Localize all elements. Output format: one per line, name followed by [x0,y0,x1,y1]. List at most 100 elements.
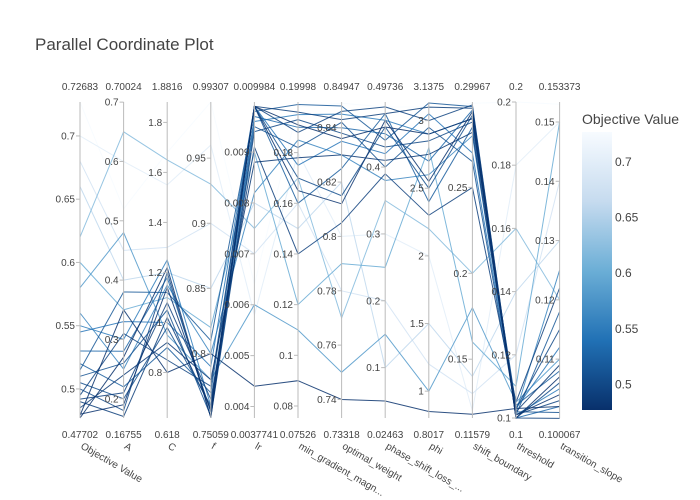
data-line [79,121,560,419]
colorbar-tick-label: 0.55 [615,322,639,336]
axis-tick-label: 0.55 [56,321,76,332]
axis-max-label: 0.153373 [539,82,581,93]
axis-name: Objective Value [79,441,145,485]
axis-tick-label: 0.84 [317,123,337,134]
axis-tick-label: 0.2 [453,269,467,280]
axis-tick-label: 0.82 [317,178,337,189]
axis-tick-label: 0.15 [448,355,468,366]
axis-tick-label: 0.74 [317,395,337,406]
axis-tick-label: 0.1 [497,414,511,425]
axis-tick-label: 0.5 [61,384,75,395]
axis-tick-label: 0.007 [224,249,249,260]
axis-tick-label: 1.6 [148,168,162,179]
axis-tick-label: 0.5 [105,216,119,227]
axis-tick-label: 0.6 [61,258,75,269]
axis-tick-label: 1.8 [148,118,162,129]
axis-tick-label: 0.008 [224,198,249,209]
axis-min-label: 0.75059 [193,430,230,441]
axis-max-label: 0.2 [509,82,523,93]
axis-tick-label: 0.7 [105,98,119,109]
axis-min-label: 0.100067 [539,430,581,441]
axis-tick-label: 1 [418,387,424,398]
axis-name: C [166,441,178,454]
axis-max-label: 0.72683 [62,82,99,93]
axis-tick-label: 0.1 [366,363,380,374]
axis-tick-label: 0.18 [274,148,294,159]
data-line [79,308,560,416]
axis-max-label: 3.1375 [414,82,445,93]
axis-tick-label: 0.15 [535,117,555,128]
axis-tick-label: 0.1 [279,351,293,362]
axis-min-label: 0.8017 [414,430,445,441]
axis-max-label: 0.009984 [234,82,276,93]
data-line [79,131,560,413]
axis-tick-label: 3 [418,116,424,127]
axis-tick-label: 0.12 [535,295,555,306]
data-line [79,121,560,411]
axis-tick-label: 1.2 [148,268,162,279]
axis-tick-label: 0.16 [492,224,512,235]
axis-tick-label: 0.14 [492,287,512,298]
axis-max-label: 0.84947 [324,82,361,93]
axis-name: phase_shift_loss_... [384,441,466,495]
axis-tick-label: 0.4 [105,276,119,287]
axis-tick-label: 0.7 [61,131,75,142]
axis-tick-label: 0.14 [535,177,555,188]
axis-min-label: 0.0037741 [231,430,279,441]
axis-tick-label: 0.8 [148,368,162,379]
axis-tick-label: 0.3 [105,335,119,346]
axis-tick-label: 0.8 [192,349,206,360]
axis-tick-label: 0.12 [492,350,512,361]
axis-tick-label: 0.3 [366,229,380,240]
axis-tick-label: 0.8 [323,232,337,243]
axis-tick-label: 0.009 [224,148,249,159]
axis-name: A [122,441,134,454]
axis-tick-label: 2.5 [410,184,424,195]
axis-tick-label: 0.08 [274,401,294,412]
colorbar-tick-label: 0.65 [615,210,639,224]
colorbar-gradient [582,132,612,410]
axis-max-label: 0.19998 [280,82,317,93]
polylines [79,101,561,420]
axis-min-label: 0.11579 [455,430,491,441]
axis-name: phi [427,441,444,457]
colorbar-title: Objective Value [582,111,679,127]
data-line [79,104,560,416]
axis-tick-label: 1 [157,318,163,329]
axis-tick-label: 2 [418,251,424,262]
axis-tick-label: 0.2 [497,98,511,109]
axis-tick-label: 0.6 [105,157,119,168]
colorbar: Objective Value 0.5 0.55 0.6 0.65 0.7 [582,111,679,410]
data-line [79,131,561,320]
axis-min-label: 0.16755 [106,430,143,441]
axis-tick-label: 0.9 [192,219,206,230]
axis-tick-label: 0.4 [366,163,380,174]
axis-tick-label: 0.13 [535,236,555,247]
axis-tick-label: 0.76 [317,341,337,352]
data-line [79,105,561,410]
axis-tick-label: 0.11 [536,355,555,366]
axis-tick-label: 1.4 [148,218,162,229]
axis-tick-label: 1.5 [410,319,424,330]
axis-max-label: 0.70024 [106,82,143,93]
axis-tick-label: 0.006 [224,300,249,311]
data-line [79,105,560,420]
axis-min-label: 0.618 [155,430,180,441]
axis-tick-label: 0.004 [224,402,249,413]
axis-tick-label: 0.2 [105,394,119,405]
axis-max-label: 1.8816 [152,82,183,93]
axis-tick-label: 0.12 [274,300,294,311]
axis-tick-label: 0.85 [186,284,206,295]
axis-max-label: 0.49736 [367,82,404,93]
colorbar-tick-label: 0.6 [615,266,632,280]
chart-title: Parallel Coordinate Plot [35,35,214,54]
colorbar-tick-label: 0.7 [615,155,632,169]
axis-min-label: 0.1 [509,430,523,441]
axis-min-label: 0.73318 [324,430,361,441]
